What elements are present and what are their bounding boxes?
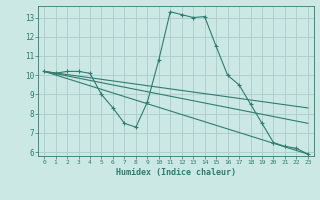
X-axis label: Humidex (Indice chaleur): Humidex (Indice chaleur) (116, 168, 236, 177)
